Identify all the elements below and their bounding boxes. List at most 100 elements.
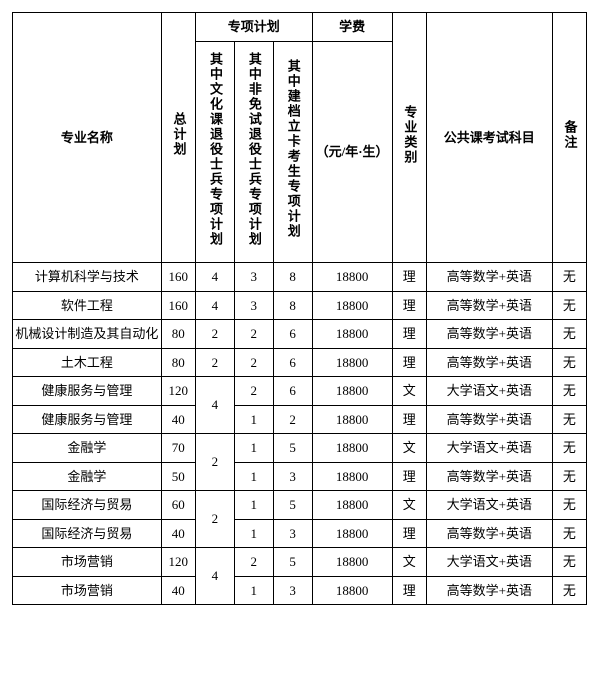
- cell-fee: 18800: [312, 405, 392, 434]
- cell-note: 无: [552, 320, 586, 349]
- table-row: 土木工程8022618800理高等数学+英语无: [13, 348, 587, 377]
- header-name: 专业名称: [13, 13, 162, 263]
- cell-sub2: 2: [234, 348, 273, 377]
- cell-exam: 高等数学+英语: [426, 576, 552, 605]
- cell-total: 120: [161, 377, 195, 406]
- cell-name: 市场营销: [13, 548, 162, 577]
- cell-fee: 18800: [312, 462, 392, 491]
- cell-note: 无: [552, 405, 586, 434]
- cell-name: 市场营销: [13, 576, 162, 605]
- cell-note: 无: [552, 291, 586, 320]
- cell-exam: 高等数学+英语: [426, 320, 552, 349]
- cell-sub1: 4: [195, 548, 234, 605]
- cell-category: 理: [392, 405, 426, 434]
- cell-sub3: 6: [273, 348, 312, 377]
- cell-name: 机械设计制造及其自动化: [13, 320, 162, 349]
- header-sub1: 其中文化课退役士兵专项计划: [195, 41, 234, 263]
- cell-fee: 18800: [312, 548, 392, 577]
- cell-sub1: 4: [195, 291, 234, 320]
- cell-category: 理: [392, 576, 426, 605]
- table-row: 市场营销12042518800文大学语文+英语无: [13, 548, 587, 577]
- cell-total: 50: [161, 462, 195, 491]
- cell-sub3: 5: [273, 491, 312, 520]
- cell-note: 无: [552, 576, 586, 605]
- cell-category: 理: [392, 320, 426, 349]
- cell-total: 80: [161, 320, 195, 349]
- cell-fee: 18800: [312, 377, 392, 406]
- cell-sub3: 3: [273, 576, 312, 605]
- cell-sub1: 4: [195, 263, 234, 292]
- header-total: 总计划: [161, 13, 195, 263]
- cell-sub2: 1: [234, 519, 273, 548]
- table-row: 金融学501318800理高等数学+英语无: [13, 462, 587, 491]
- table-row: 金融学7021518800文大学语文+英语无: [13, 434, 587, 463]
- cell-note: 无: [552, 348, 586, 377]
- cell-sub2: 1: [234, 462, 273, 491]
- cell-name: 计算机科学与技术: [13, 263, 162, 292]
- cell-fee: 18800: [312, 263, 392, 292]
- cell-category: 理: [392, 348, 426, 377]
- cell-sub2: 1: [234, 491, 273, 520]
- cell-category: 理: [392, 263, 426, 292]
- cell-fee: 18800: [312, 434, 392, 463]
- cell-note: 无: [552, 548, 586, 577]
- header-fee-unit: （元/年·生）: [312, 41, 392, 263]
- cell-sub3: 8: [273, 291, 312, 320]
- table-body: 计算机科学与技术16043818800理高等数学+英语无软件工程16043818…: [13, 263, 587, 605]
- cell-name: 健康服务与管理: [13, 377, 162, 406]
- cell-total: 40: [161, 519, 195, 548]
- cell-sub2: 3: [234, 263, 273, 292]
- cell-total: 70: [161, 434, 195, 463]
- header-category: 专业类别: [392, 13, 426, 263]
- cell-exam: 高等数学+英语: [426, 291, 552, 320]
- cell-exam: 大学语文+英语: [426, 377, 552, 406]
- table-row: 国际经济与贸易6021518800文大学语文+英语无: [13, 491, 587, 520]
- table-row: 软件工程16043818800理高等数学+英语无: [13, 291, 587, 320]
- cell-fee: 18800: [312, 320, 392, 349]
- cell-sub2: 2: [234, 320, 273, 349]
- cell-total: 40: [161, 405, 195, 434]
- cell-category: 理: [392, 462, 426, 491]
- cell-note: 无: [552, 434, 586, 463]
- cell-category: 文: [392, 377, 426, 406]
- cell-sub2: 2: [234, 377, 273, 406]
- table-row: 机械设计制造及其自动化8022618800理高等数学+英语无: [13, 320, 587, 349]
- cell-sub1: 2: [195, 320, 234, 349]
- cell-sub3: 8: [273, 263, 312, 292]
- cell-note: 无: [552, 491, 586, 520]
- cell-sub3: 3: [273, 519, 312, 548]
- cell-sub3: 6: [273, 377, 312, 406]
- cell-total: 160: [161, 291, 195, 320]
- cell-sub1: 2: [195, 491, 234, 548]
- cell-note: 无: [552, 263, 586, 292]
- cell-exam: 高等数学+英语: [426, 519, 552, 548]
- cell-total: 60: [161, 491, 195, 520]
- cell-note: 无: [552, 519, 586, 548]
- header-special-group: 专项计划: [195, 13, 312, 42]
- cell-name: 金融学: [13, 462, 162, 491]
- table-row: 计算机科学与技术16043818800理高等数学+英语无: [13, 263, 587, 292]
- cell-sub2: 3: [234, 291, 273, 320]
- table-row: 市场营销401318800理高等数学+英语无: [13, 576, 587, 605]
- cell-exam: 高等数学+英语: [426, 263, 552, 292]
- cell-exam: 大学语文+英语: [426, 548, 552, 577]
- cell-sub2: 1: [234, 576, 273, 605]
- cell-fee: 18800: [312, 519, 392, 548]
- table-row: 国际经济与贸易401318800理高等数学+英语无: [13, 519, 587, 548]
- cell-sub1: 4: [195, 377, 234, 434]
- cell-category: 理: [392, 291, 426, 320]
- header-sub3: 其中建档立卡考生专项计划: [273, 41, 312, 263]
- cell-name: 健康服务与管理: [13, 405, 162, 434]
- cell-name: 软件工程: [13, 291, 162, 320]
- table-row: 健康服务与管理12042618800文大学语文+英语无: [13, 377, 587, 406]
- cell-fee: 18800: [312, 348, 392, 377]
- cell-fee: 18800: [312, 291, 392, 320]
- cell-exam: 高等数学+英语: [426, 462, 552, 491]
- cell-total: 120: [161, 548, 195, 577]
- table-row: 健康服务与管理401218800理高等数学+英语无: [13, 405, 587, 434]
- cell-sub3: 5: [273, 434, 312, 463]
- cell-category: 文: [392, 434, 426, 463]
- cell-fee: 18800: [312, 491, 392, 520]
- cell-fee: 18800: [312, 576, 392, 605]
- table-header: 专业名称 总计划 专项计划 学费 专业类别 公共课考试科目 备注 其中文化课退役…: [13, 13, 587, 263]
